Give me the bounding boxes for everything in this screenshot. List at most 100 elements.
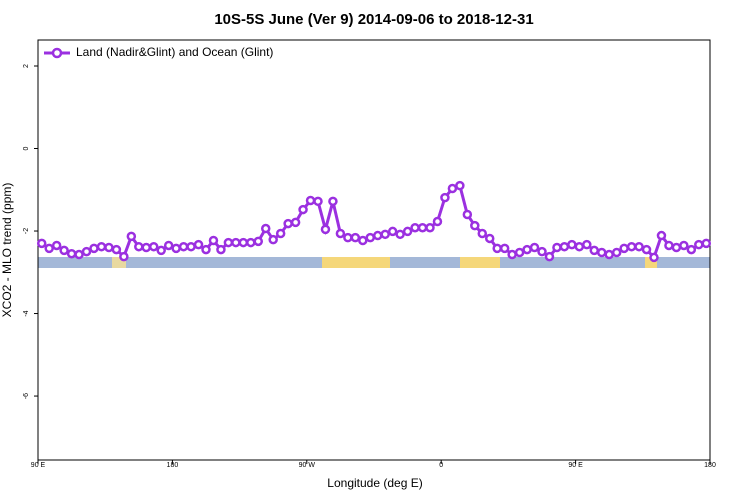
marker [522,244,532,255]
marker [552,242,562,253]
marker [260,223,271,234]
marker [440,192,450,203]
marker [372,230,383,241]
marker [596,247,607,258]
marker [604,249,614,260]
marker [148,241,159,252]
land-strip [112,257,126,268]
marker [313,196,323,207]
y-tick-label: 2 [23,64,30,68]
marker [290,217,301,228]
land-strip [460,257,500,268]
marker [365,232,376,243]
marker [507,249,517,260]
marker [701,238,712,249]
x-tick-label: 90 E [31,462,46,469]
marker [96,241,107,252]
marker [649,252,659,263]
marker [268,234,278,245]
marker [686,244,697,255]
marker [36,238,47,249]
marker [395,229,405,240]
marker [529,242,540,253]
y-tick-label: -6 [23,393,30,399]
x-tick-label: 90 E [568,462,583,469]
marker [238,237,249,248]
marker [387,226,398,237]
marker [432,216,443,227]
marker [208,235,219,246]
marker [134,241,144,252]
marker [305,195,316,206]
marker [104,242,114,253]
marker [380,229,390,240]
legend: Land (Nadir&Glint) and Ocean (Glint) [44,45,273,59]
marker [156,245,166,256]
y-tick-label: -2 [23,228,30,234]
marker [544,251,555,262]
marker [499,243,510,254]
x-axis-label: Longitude (deg E) [327,476,422,490]
marker [111,244,122,255]
marker [44,243,54,254]
x-tick-label: 180 [704,462,716,469]
marker [582,239,592,250]
marker [425,222,435,233]
marker [358,235,368,246]
marker [402,226,413,237]
marker [694,239,704,250]
marker [447,183,458,194]
marker [126,231,137,242]
marker [231,237,241,248]
marker [567,239,577,250]
marker [484,233,495,244]
x-tick-label: 180 [167,462,179,469]
marker [514,247,525,258]
marker [253,236,264,247]
marker [335,228,346,239]
marker [298,204,308,215]
legend-label: Land (Nadir&Glint) and Ocean (Glint) [76,45,273,59]
marker [59,245,69,256]
map-strip [38,257,710,268]
marker [477,228,488,239]
marker [656,230,667,241]
marker [246,237,256,248]
marker [619,243,629,254]
marker [350,232,361,243]
marker [328,196,338,207]
marker [589,245,600,256]
marker [163,240,174,251]
marker [559,241,570,252]
marker [223,237,234,248]
marker [193,239,204,250]
marker [611,247,622,258]
land-strip [645,257,657,268]
marker [537,246,547,257]
x-tick-label: 0 [439,462,443,469]
marker [171,243,181,254]
marker [343,232,353,243]
marker [410,222,420,233]
marker [320,224,331,235]
marker [51,240,62,251]
marker [679,240,689,251]
marker [574,241,585,252]
x-tick-label: 90 W [299,462,316,469]
marker [201,244,211,255]
marker [119,251,129,262]
marker [492,243,502,254]
marker [626,241,637,252]
y-tick-label: -4 [23,310,30,316]
plot-frame [37,39,711,461]
marker [671,242,682,253]
marker [216,244,226,255]
marker [641,244,652,255]
marker [89,243,99,254]
marker [74,249,84,260]
y-axis-label: XCO2 - MLO trend (ppm) [0,183,14,318]
marker [664,240,674,251]
marker [462,209,473,220]
